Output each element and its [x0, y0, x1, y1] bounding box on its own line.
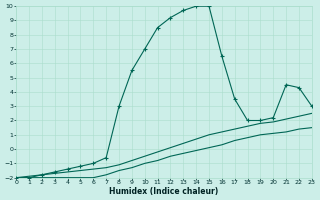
X-axis label: Humidex (Indice chaleur): Humidex (Indice chaleur) [109, 187, 219, 196]
